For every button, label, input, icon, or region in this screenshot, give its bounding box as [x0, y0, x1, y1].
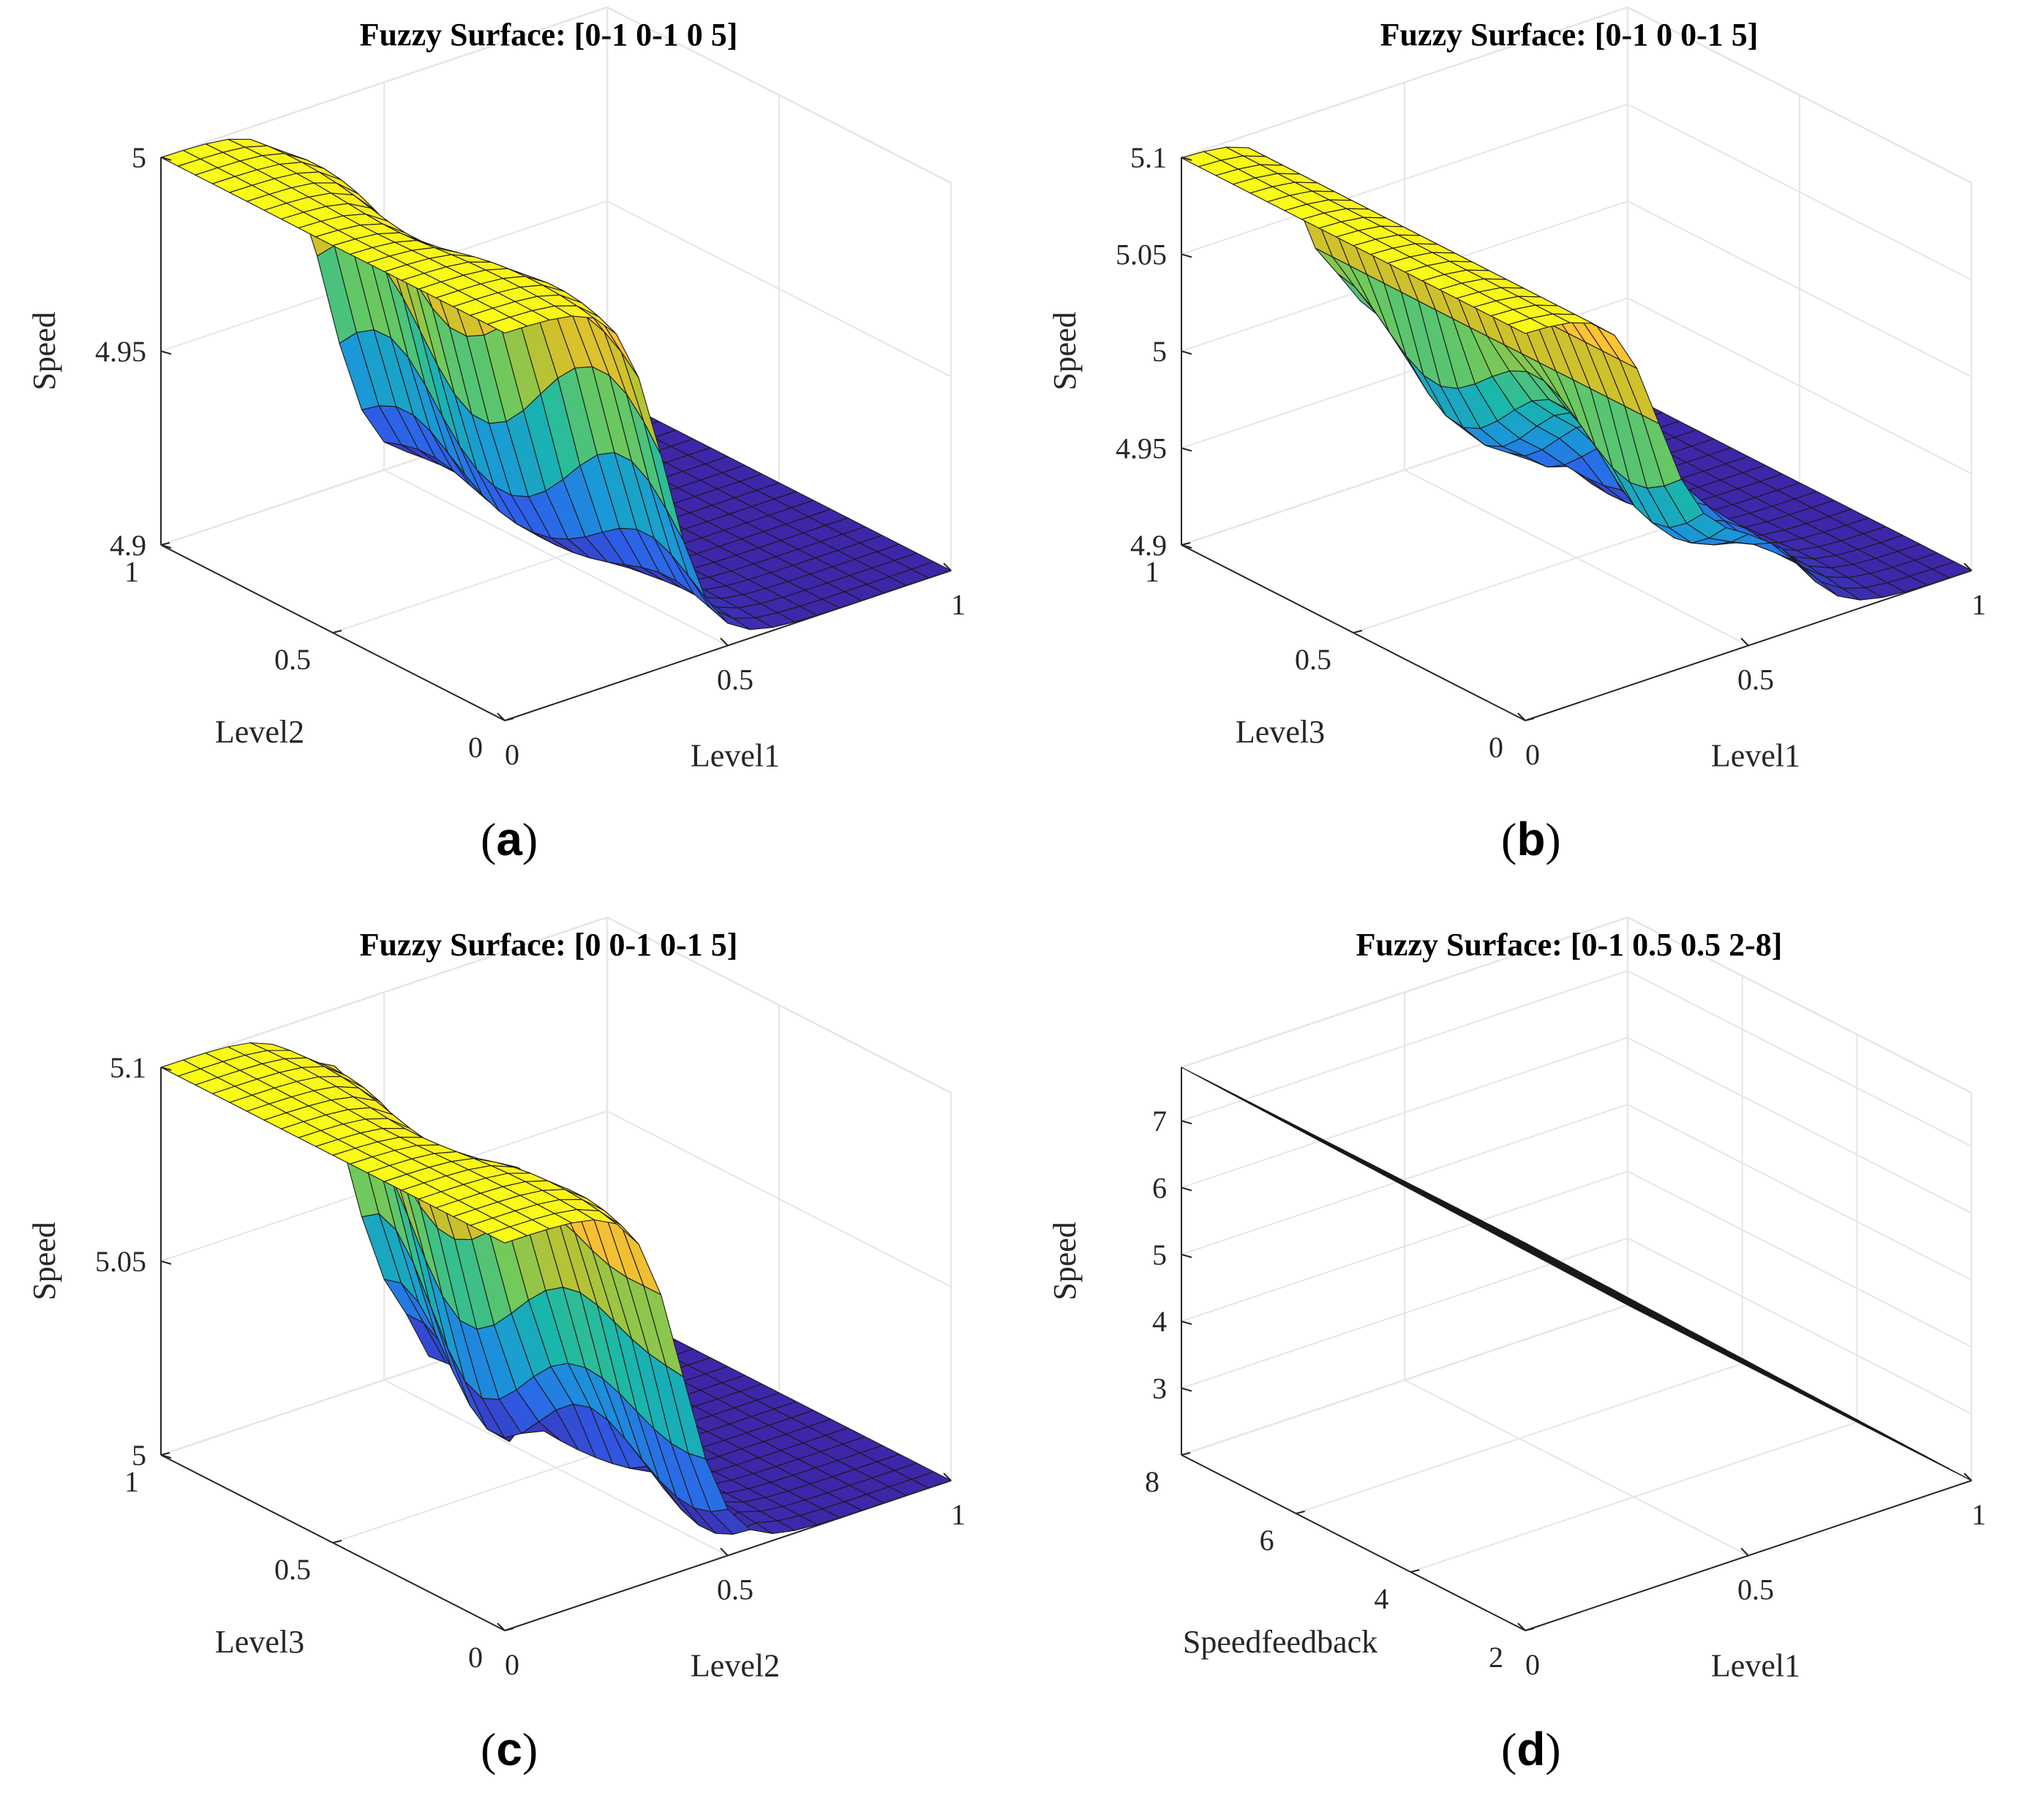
z-tick-label: 7: [1152, 1105, 1167, 1138]
y-tick-label: 0.5: [274, 1553, 311, 1586]
axes-grid-d: [1181, 916, 1972, 1631]
chart-title: Fuzzy Surface: [0-1 0-1 0 5]: [360, 17, 738, 53]
y-tick-label: 6: [1260, 1524, 1274, 1557]
y-tick-label: 0: [1489, 731, 1503, 764]
y-tick-label: 4: [1374, 1582, 1388, 1615]
z-tick-label: 6: [1152, 1171, 1167, 1204]
x-tick-label: 1: [1972, 588, 1986, 621]
z-tick-label: 5: [1152, 335, 1167, 368]
z-axis-label: Speed: [1047, 312, 1083, 391]
z-tick-label: 4.95: [95, 335, 146, 368]
x-axis-label: Level1: [691, 738, 780, 774]
z-tick-label: 5.1: [110, 1051, 146, 1084]
z-tick-label: 4: [1152, 1305, 1167, 1338]
x-tick-label: 1: [1972, 1498, 1986, 1531]
y-tick-label: 1: [124, 1465, 139, 1498]
panel-letter: b: [1516, 813, 1546, 865]
surface-chart-d: 0 0.5 1 2 4 6 8 3 4 5 6 7 Level1 Speedfeedback Speed Fu…: [1047, 916, 1986, 1684]
y-tick-label: 0: [468, 731, 483, 764]
panel-letter: c: [496, 1723, 522, 1775]
x-axis-label: Level1: [1711, 1648, 1800, 1684]
y-axis-label: Level3: [1236, 714, 1325, 750]
x-tick-label: 0: [505, 738, 519, 771]
z-tick-label: 5: [132, 141, 146, 174]
surface-patch: [1507, 317, 1549, 334]
surface-mesh-a: [160, 138, 952, 631]
surface-mesh-d: [1181, 1067, 1972, 1481]
panel-caption-d: (d): [1501, 1723, 1561, 1775]
y-tick-label: 0: [468, 1641, 483, 1674]
surface-patch: [486, 1226, 528, 1244]
panel-letter: d: [1516, 1723, 1546, 1775]
z-tick-label: 4.9: [1130, 529, 1167, 562]
x-tick-label: 1: [951, 588, 966, 621]
z-tick-label: 4.95: [1116, 432, 1167, 465]
panel-letter: a: [496, 813, 522, 865]
x-tick-label: 1: [951, 1498, 966, 1531]
chart-title: Fuzzy Surface: [0-1 0 0-1 5]: [1380, 17, 1759, 53]
y-axis-label: Speedfeedback: [1183, 1624, 1377, 1660]
y-tick-label: 1: [124, 555, 139, 588]
z-tick-label: 4.9: [110, 529, 146, 562]
surface-chart-a: 00.5100.514.94.955Level1Level2SpeedFuzzy…: [26, 6, 966, 774]
x-tick-label: 0.5: [717, 1573, 753, 1606]
z-axis-label: Speed: [26, 1222, 62, 1301]
x-tick-label: 0: [1525, 738, 1540, 771]
z-tick-label: 5.1: [1130, 141, 1167, 174]
y-axis-label: Level2: [215, 714, 304, 750]
z-axis-label: Speed: [1047, 1222, 1083, 1301]
y-tick-label: 2: [1489, 1641, 1503, 1674]
x-tick-label: 0.5: [717, 663, 753, 696]
panel-caption-b: (b): [1501, 813, 1561, 865]
z-tick-label: 3: [1152, 1372, 1167, 1405]
z-tick-label: 5.05: [95, 1245, 146, 1278]
surface-patch: [486, 317, 528, 334]
z-tick-label: 5: [1152, 1238, 1167, 1271]
z-tick-label: 5: [132, 1439, 146, 1472]
surface-chart-c: 00.5100.5155.055.1Level2Level3SpeedFuzzy…: [26, 916, 966, 1684]
surface-mesh-c: [160, 1042, 952, 1535]
chart-title: Fuzzy Surface: [0 0-1 0-1 5]: [360, 927, 738, 963]
chart-title: Fuzzy Surface: [0-1 0.5 0.5 2-8]: [1356, 927, 1783, 963]
x-axis-label: Level2: [691, 1648, 780, 1684]
axes-d: 0 0.5 1 2 4 6 8 3 4 5 6 7: [1145, 1067, 1986, 1681]
y-tick-label: 1: [1145, 555, 1159, 588]
y-axis-label: Level3: [215, 1624, 304, 1660]
y-tick-label: 0.5: [1295, 643, 1331, 676]
z-axis-label: Speed: [26, 312, 62, 391]
x-axis-label: Level1: [1711, 738, 1800, 774]
y-tick-label: 0.5: [274, 643, 311, 676]
surface-mesh-b: [1181, 146, 1972, 601]
x-tick-label: 0.5: [1737, 663, 1774, 696]
surface-chart-b: 00.5100.514.94.9555.055.1Level1Level3Spe…: [1047, 6, 1986, 774]
surface-patch: [1507, 1233, 1549, 1255]
x-tick-label: 0: [505, 1648, 519, 1681]
panel-caption-a: (a): [481, 813, 538, 865]
y-tick-label: 8: [1145, 1465, 1159, 1498]
z-tick-label: 5.05: [1116, 238, 1167, 271]
x-tick-label: 0.5: [1737, 1573, 1774, 1606]
x-tick-label: 0: [1525, 1648, 1540, 1681]
panel-caption-c: (c): [481, 1723, 538, 1775]
